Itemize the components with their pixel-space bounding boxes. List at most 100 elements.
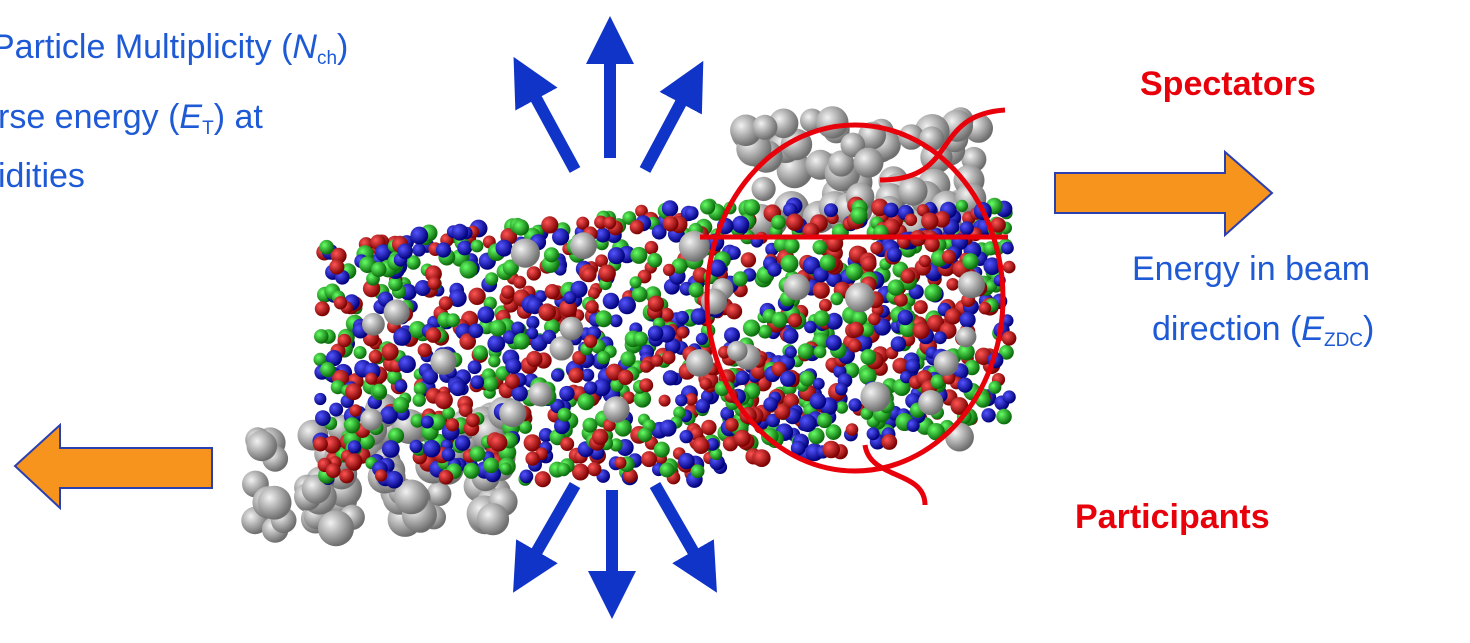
particle — [867, 427, 880, 440]
particle — [314, 393, 326, 405]
particle — [436, 242, 451, 257]
particle — [830, 292, 843, 305]
particle — [946, 278, 959, 291]
particle — [958, 378, 973, 393]
particle — [525, 452, 539, 466]
particle — [371, 262, 386, 277]
particle — [451, 224, 468, 241]
particle — [360, 408, 382, 430]
particle — [662, 200, 678, 216]
particle — [520, 470, 534, 484]
particle — [784, 274, 811, 301]
particle — [560, 437, 574, 451]
particle — [430, 349, 456, 375]
particle — [654, 442, 670, 458]
particle — [463, 463, 479, 479]
particle — [568, 368, 583, 383]
particle — [743, 199, 760, 216]
particle — [585, 300, 598, 313]
particle — [996, 409, 1012, 425]
particle — [319, 240, 334, 255]
particle — [647, 253, 662, 268]
particle — [608, 247, 625, 264]
particle — [1002, 331, 1017, 346]
particle — [860, 349, 876, 365]
particle — [960, 221, 974, 235]
particle — [511, 239, 540, 268]
particle — [496, 240, 513, 257]
particle — [820, 255, 836, 271]
particle — [918, 390, 943, 415]
particle — [905, 214, 918, 227]
particle — [633, 332, 648, 347]
particle — [630, 276, 642, 288]
label-rapidities: idities — [0, 157, 85, 195]
particle — [732, 216, 749, 233]
particle — [385, 471, 403, 489]
particle — [418, 343, 432, 357]
particle — [442, 448, 456, 462]
particle — [538, 303, 556, 321]
particle — [678, 453, 694, 469]
particle — [587, 462, 601, 476]
particle — [393, 328, 411, 346]
beam-arrow-right — [1055, 152, 1272, 235]
particle — [558, 408, 572, 422]
particle — [956, 327, 977, 348]
particle — [314, 329, 329, 344]
particle — [914, 300, 928, 314]
particle — [816, 106, 848, 138]
particle — [365, 373, 377, 385]
particle — [414, 382, 427, 395]
particle — [630, 247, 647, 264]
particle — [884, 203, 899, 218]
particle — [446, 313, 460, 327]
particle — [888, 279, 904, 295]
arrow — [525, 485, 575, 572]
particle — [676, 311, 689, 324]
particle — [487, 335, 505, 353]
particle — [513, 333, 530, 350]
arrow — [645, 82, 692, 170]
particle — [584, 381, 597, 394]
particle — [677, 327, 689, 339]
particle — [921, 213, 938, 230]
particle — [785, 346, 797, 358]
particle — [345, 454, 362, 471]
particle — [557, 463, 570, 476]
particle — [397, 244, 413, 260]
particle — [898, 177, 927, 206]
particle — [398, 355, 416, 373]
particle — [772, 312, 788, 328]
particle — [500, 462, 512, 474]
particle — [924, 284, 942, 302]
particle — [421, 416, 434, 429]
particle — [446, 418, 459, 431]
particle — [988, 381, 1001, 394]
particle — [810, 393, 827, 410]
particle — [919, 255, 931, 267]
particle — [471, 240, 484, 253]
particle — [660, 463, 675, 478]
particle — [686, 349, 714, 377]
particle — [788, 313, 802, 327]
particle — [726, 303, 742, 319]
particle — [618, 297, 636, 315]
particle — [526, 351, 542, 367]
particle — [845, 283, 875, 313]
particle — [369, 350, 383, 364]
particle — [483, 458, 499, 474]
particle — [651, 354, 663, 366]
particle — [960, 312, 976, 328]
page: Particle Multiplicity (Nch) rse energy (… — [0, 0, 1470, 643]
particle — [662, 351, 676, 365]
particle — [861, 256, 877, 272]
particle — [501, 285, 515, 299]
diagram: Particle Multiplicity (Nch) rse energy (… — [0, 0, 1470, 643]
particle — [615, 457, 627, 469]
particle — [505, 374, 520, 389]
particle — [413, 243, 426, 256]
particle — [752, 115, 777, 140]
particle — [460, 261, 478, 279]
particle — [663, 216, 679, 232]
